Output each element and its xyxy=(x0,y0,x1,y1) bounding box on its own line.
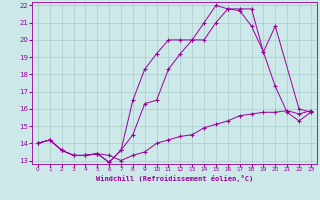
X-axis label: Windchill (Refroidissement éolien,°C): Windchill (Refroidissement éolien,°C) xyxy=(96,175,253,182)
